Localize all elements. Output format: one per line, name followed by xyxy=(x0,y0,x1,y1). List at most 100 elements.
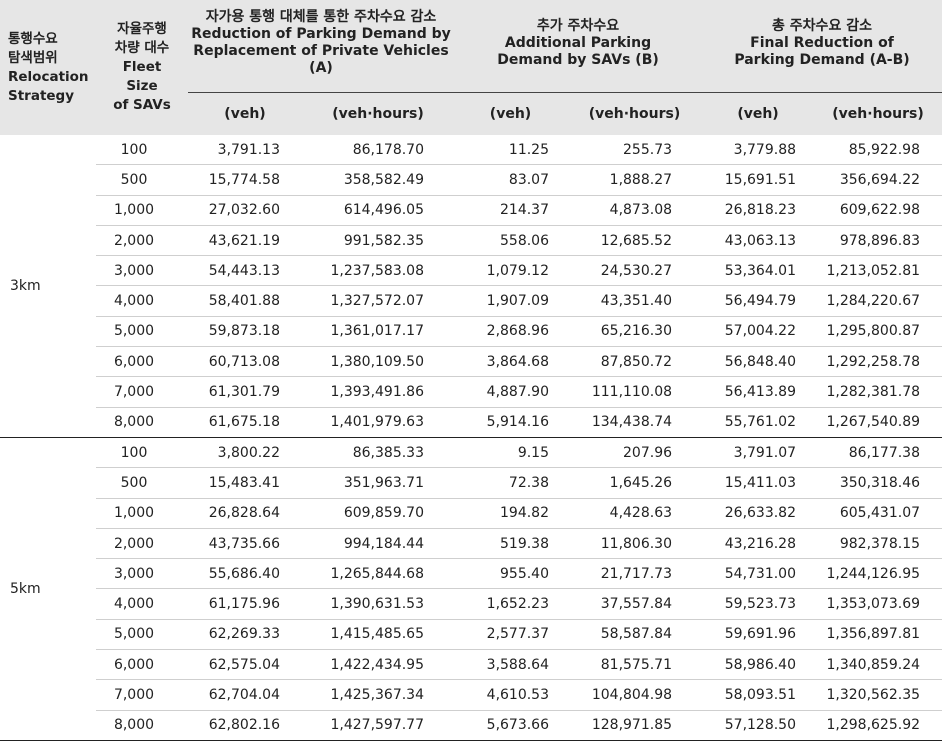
reduction-veh-cell: 3,800.22 xyxy=(188,437,302,469)
reduction-vehhours-cell: 351,963.71 xyxy=(302,467,454,499)
reduction-vehhours-cell: 86,178.70 xyxy=(302,135,454,166)
reduction-vehhours-cell: 1,422,434.95 xyxy=(302,649,454,681)
final-vehhours-cell: 978,896.83 xyxy=(814,225,942,257)
final-veh-cell: 56,494.79 xyxy=(702,285,815,317)
additional-veh-cell: 2,868.96 xyxy=(454,316,567,348)
final-vehhours-cell: 356,694.22 xyxy=(814,164,942,196)
final-veh-cell: 57,128.50 xyxy=(702,710,815,741)
additional-veh-cell: 5,914.16 xyxy=(454,407,567,438)
fleet-size-cell: 4,000 xyxy=(96,285,188,317)
reduction-veh-cell: 62,269.33 xyxy=(188,619,302,651)
reduction-vehhours-cell: 1,415,485.65 xyxy=(302,619,454,651)
fleet-size-cell: 7,000 xyxy=(96,376,188,408)
fleet-size-cell: 500 xyxy=(96,467,188,499)
additional-vehhours-cell: 37,557.84 xyxy=(567,588,703,620)
header-group-a-line: Reduction of Parking Demand by xyxy=(191,26,451,42)
fleet-size-cell: 6,000 xyxy=(96,649,188,681)
reduction-vehhours-cell: 1,390,631.53 xyxy=(302,588,454,620)
final-vehhours-cell: 1,244,126.95 xyxy=(814,558,942,590)
fleet-size-cell: 3,000 xyxy=(96,558,188,590)
reduction-veh-cell: 61,301.79 xyxy=(188,376,302,408)
header-strategy-line: 통행수요 xyxy=(8,31,58,47)
final-vehhours-cell: 1,298,625.92 xyxy=(814,710,942,741)
fleet-size-cell: 8,000 xyxy=(96,407,188,438)
additional-vehhours-cell: 128,971.85 xyxy=(567,710,703,741)
additional-vehhours-cell: 1,645.26 xyxy=(567,467,703,499)
fleet-size-cell: 2,000 xyxy=(96,528,188,560)
final-vehhours-cell: 1,356,897.81 xyxy=(814,619,942,651)
unit-a-veh: (veh) xyxy=(188,92,302,135)
fleet-size-cell: 500 xyxy=(96,164,188,196)
table-row: 8,000 61,675.18 1,401,979.63 5,914.16 134,43… xyxy=(0,407,942,438)
reduction-vehhours-cell: 1,237,583.08 xyxy=(302,255,454,287)
fleet-size-cell: 3,000 xyxy=(96,255,188,287)
additional-veh-cell: 1,079.12 xyxy=(454,255,567,287)
final-veh-cell: 56,848.40 xyxy=(702,346,815,378)
fleet-size-cell: 5,000 xyxy=(96,316,188,348)
additional-veh-cell: 5,673.66 xyxy=(454,710,567,741)
additional-veh-cell: 2,577.37 xyxy=(454,619,567,651)
table-row: 5,000 59,873.18 1,361,017.17 2,868.96 65,216… xyxy=(0,316,942,348)
reduction-vehhours-cell: 358,582.49 xyxy=(302,164,454,196)
reduction-veh-cell: 61,175.96 xyxy=(188,588,302,620)
reduction-veh-cell: 3,791.13 xyxy=(188,135,302,166)
header-fleet-line: Fleet xyxy=(122,59,162,75)
reduction-vehhours-cell: 994,184.44 xyxy=(302,528,454,560)
fleet-size-cell: 2,000 xyxy=(96,225,188,257)
additional-vehhours-cell: 43,351.40 xyxy=(567,285,703,317)
header-row-units: (veh) (veh·hours) (veh) (veh·hours) (veh… xyxy=(0,92,942,135)
additional-vehhours-cell: 65,216.30 xyxy=(567,316,703,348)
final-vehhours-cell: 85,922.98 xyxy=(814,135,942,166)
table-row: 4,000 61,175.96 1,390,631.53 1,652.23 37,557… xyxy=(0,588,942,620)
header-group-a: 자가용 통행 대체를 통한 주차수요 감소 Reduction of Parki… xyxy=(188,0,454,93)
reduction-veh-cell: 59,873.18 xyxy=(188,316,302,348)
additional-veh-cell: 1,652.23 xyxy=(454,588,567,620)
reduction-veh-cell: 62,802.16 xyxy=(188,710,302,741)
strategy-cell: 3km xyxy=(0,135,96,438)
final-vehhours-cell: 1,213,052.81 xyxy=(814,255,942,287)
header-group-c: 총 주차수요 감소 Final Reduction of Parking Dem… xyxy=(702,0,942,93)
reduction-veh-cell: 27,032.60 xyxy=(188,195,302,226)
header-group-c-line: Final Reduction of xyxy=(750,34,894,51)
table-row: 4,000 58,401.88 1,327,572.07 1,907.09 43,351… xyxy=(0,285,942,317)
final-veh-cell: 58,093.51 xyxy=(702,679,815,711)
final-veh-cell: 43,063.13 xyxy=(702,225,815,257)
additional-vehhours-cell: 11,806.30 xyxy=(567,528,703,560)
reduction-veh-cell: 15,483.41 xyxy=(188,467,302,499)
final-veh-cell: 3,791.07 xyxy=(702,437,815,469)
reduction-vehhours-cell: 86,385.33 xyxy=(302,437,454,469)
final-veh-cell: 15,411.03 xyxy=(702,467,815,499)
final-veh-cell: 57,004.22 xyxy=(702,316,815,348)
additional-vehhours-cell: 1,888.27 xyxy=(567,164,703,196)
fleet-size-cell: 4,000 xyxy=(96,588,188,620)
header-strategy-line: 탐색범위 xyxy=(8,50,58,66)
table-row: 5,000 62,269.33 1,415,485.65 2,577.37 58,587… xyxy=(0,619,942,651)
unit-c-vehhours: (veh·hours) xyxy=(814,92,942,135)
unit-c-veh: (veh) xyxy=(702,92,815,135)
additional-veh-cell: 3,588.64 xyxy=(454,649,567,681)
reduction-vehhours-cell: 1,265,844.68 xyxy=(302,558,454,590)
final-vehhours-cell: 1,292,258.78 xyxy=(814,346,942,378)
additional-vehhours-cell: 24,530.27 xyxy=(567,255,703,287)
reduction-vehhours-cell: 1,361,017.17 xyxy=(302,316,454,348)
additional-veh-cell: 83.07 xyxy=(454,164,567,196)
reduction-veh-cell: 43,735.66 xyxy=(188,528,302,560)
additional-veh-cell: 558.06 xyxy=(454,225,567,257)
additional-veh-cell: 214.37 xyxy=(454,195,567,226)
table-row: 3km 100 3,791.13 86,178.70 11.25 255.73 3,779.… xyxy=(0,135,942,438)
reduction-veh-cell: 43,621.19 xyxy=(188,225,302,257)
table-row: 2,000 43,735.66 994,184.44 519.38 11,806.30 4… xyxy=(0,528,942,560)
header-group-b-line: Demand by SAVs (B) xyxy=(497,51,659,68)
reduction-veh-cell: 61,675.18 xyxy=(188,407,302,438)
additional-veh-cell: 11.25 xyxy=(454,135,567,166)
additional-veh-cell: 4,610.53 xyxy=(454,679,567,711)
final-vehhours-cell: 86,177.38 xyxy=(814,437,942,469)
table-row: 1,000 26,828.64 609,859.70 194.82 4,428.63 26… xyxy=(0,498,942,529)
reduction-veh-cell: 54,443.13 xyxy=(188,255,302,287)
header-row-groups: 통행수요 탐색범위 Relocation Strategy 자율주행 차량 대수… xyxy=(0,0,942,135)
header-fleet-line: Size xyxy=(126,78,158,94)
final-vehhours-cell: 1,340,859.24 xyxy=(814,649,942,681)
table-body: 3km 100 3,791.13 86,178.70 11.25 255.73 3,779.… xyxy=(0,135,942,741)
final-veh-cell: 26,818.23 xyxy=(702,195,815,226)
